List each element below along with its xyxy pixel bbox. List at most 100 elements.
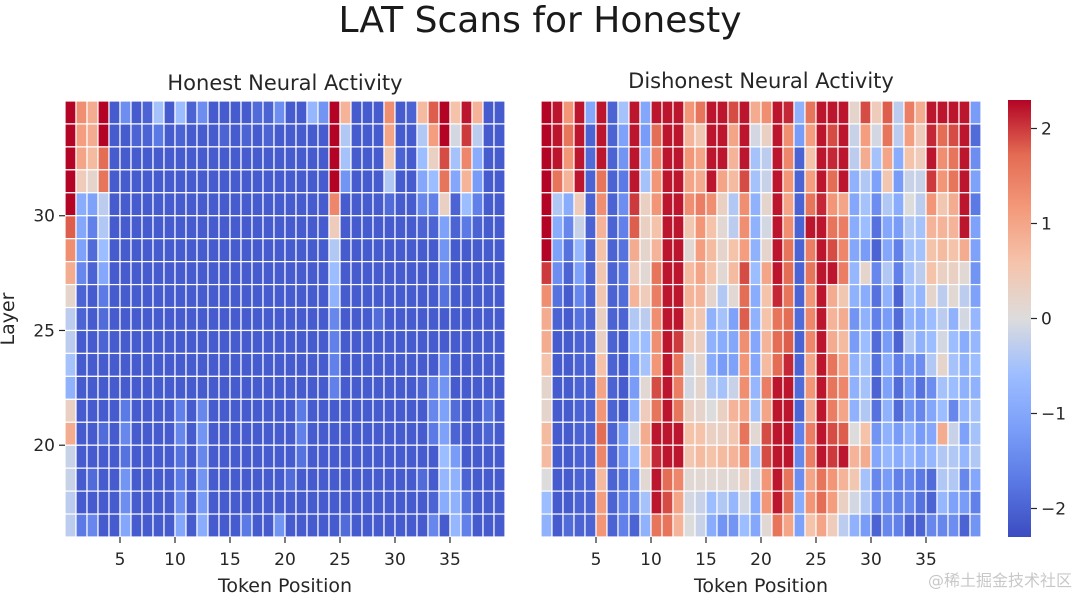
honest-cell [394,352,407,377]
honest-cell [295,490,308,515]
dishonest-cell [793,306,806,332]
dishonest-cell [540,398,553,423]
dishonest-cell [881,283,894,309]
dishonest-cell [595,192,608,217]
honest-x-axis-label: Token Position [217,575,352,595]
dishonest-cell [639,352,652,377]
dishonest-cell [848,215,861,240]
dishonest-cell [925,490,938,515]
honest-cell [251,306,264,332]
honest-cell [97,513,110,538]
dishonest-cell [826,352,839,377]
honest-cell [328,238,341,263]
dishonest-cell [540,238,553,263]
honest-cell [64,513,77,538]
honest-cell [75,513,88,538]
dishonest-cell [804,444,817,469]
honest-cell [273,421,286,446]
dishonest-cell [562,306,575,332]
honest-cell [306,375,319,400]
honest-cell [372,306,385,332]
honest-cell [383,215,396,240]
dishonest-cell [903,421,916,446]
honest-cell [306,352,319,377]
honest-cell [185,352,198,377]
dishonest-cell [947,352,960,377]
dishonest-cell [881,169,894,194]
dishonest-cell [925,192,938,217]
honest-cell [141,421,154,446]
dishonest-cell [716,192,729,217]
dishonest-cell [738,398,751,423]
dishonest-cell [936,146,949,171]
dishonest-cell [639,215,652,240]
dishonest-cell [716,421,729,446]
honest-cell [273,513,286,538]
honest-cell [372,146,385,171]
dishonest-cell [749,467,762,492]
honest-cell [339,421,352,446]
honest-cell [196,306,209,332]
honest-cell [449,329,462,355]
dishonest-cell [628,398,641,423]
colorbar-tick-label: 2 [1041,120,1052,140]
dishonest-cell [793,444,806,469]
dishonest-cell [705,490,718,515]
dishonest-cell [771,306,784,332]
honest-cell [240,490,253,515]
dishonest-cell [903,513,916,538]
honest-cell [427,146,440,171]
dishonest-cell [749,421,762,446]
dishonest-cell [749,444,762,469]
dishonest-cell [584,513,597,538]
honest-cell [438,490,451,515]
dishonest-cell [925,283,938,309]
honest-cell [262,375,275,400]
dishonest-cell [760,215,773,240]
honest-cell [174,398,187,423]
honest-cell [339,283,352,309]
dishonest-cell [606,513,619,538]
dishonest-cell [639,444,652,469]
honest-cell [251,329,264,355]
honest-cell [284,306,297,332]
honest-cell [108,215,121,240]
dishonest-cell [859,398,872,423]
honest-cell [207,444,220,469]
dishonest-cell [584,490,597,515]
honest-cell [493,329,506,355]
dishonest-cell [584,375,597,400]
honest-cell [86,146,99,171]
honest-cell [339,444,352,469]
honest-cell [405,169,418,194]
dishonest-cell [925,169,938,194]
honest-cell [207,306,220,332]
honest-cell [383,192,396,217]
dishonest-cell [749,306,762,332]
honest-cell [207,352,220,377]
honest-cell [174,192,187,217]
dishonest-cell [892,375,905,400]
honest-cell [383,238,396,263]
dishonest-cell [771,283,784,309]
honest-cell [97,398,110,423]
dishonest-cell [749,215,762,240]
honest-cell [460,261,473,286]
dishonest-cell [661,375,674,400]
dishonest-cell [683,352,696,377]
dishonest-cell [969,398,982,423]
honest-cell [295,352,308,377]
honest-cell [493,192,506,217]
honest-cell [372,444,385,469]
dishonest-cell [540,123,553,148]
dishonest-cell [628,421,641,446]
dishonest-cell [540,467,553,492]
dishonest-cell [738,261,751,286]
dishonest-cell [650,329,663,355]
honest-cell [185,169,198,194]
dishonest-cell [573,100,586,125]
honest-cell [449,375,462,400]
honest-cell [416,261,429,286]
dishonest-cell [639,375,652,400]
honest-heatmap [64,100,506,538]
